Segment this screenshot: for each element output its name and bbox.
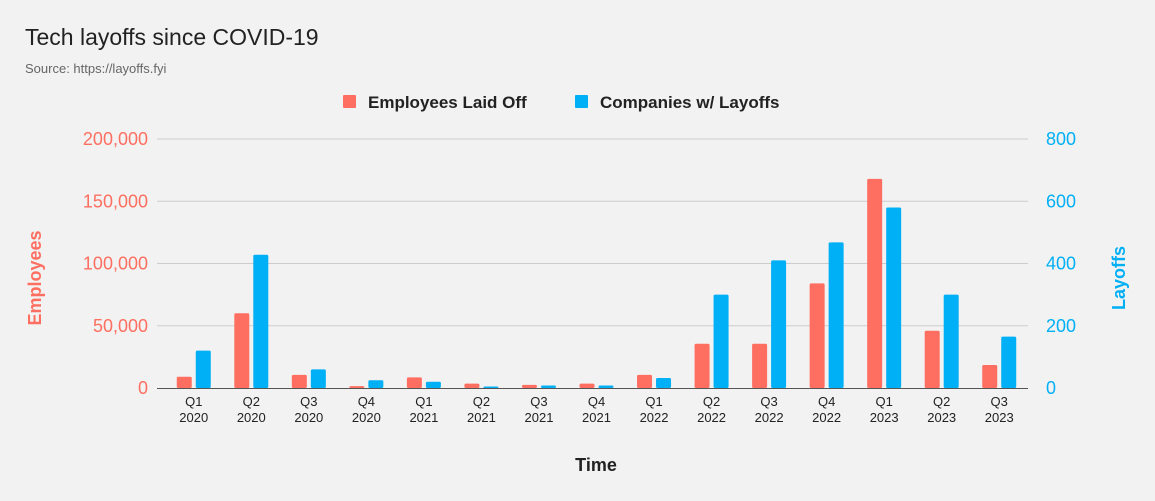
category-year-label: 2023 [927, 410, 956, 425]
category-year-label: 2022 [755, 410, 784, 425]
category-year-label: 2020 [352, 410, 381, 425]
category-year-label: 2021 [525, 410, 554, 425]
bar-companies-with-layoffs [943, 294, 959, 388]
category-quarter-label: Q3 [760, 394, 777, 409]
right-tick-label: 0 [1046, 378, 1056, 398]
chart-subtitle: Source: https://layoffs.fyi [25, 61, 167, 76]
category-quarter-label: Q3 [530, 394, 547, 409]
right-axis-title: Layoffs [1109, 246, 1129, 310]
left-axis-title: Employees [25, 230, 45, 325]
bar-companies-with-layoffs [368, 380, 384, 388]
category-quarter-label: Q2 [933, 394, 950, 409]
bar-companies-with-layoffs [598, 385, 614, 388]
right-axis-ticks: 0 200 400 600 800 [1046, 129, 1076, 398]
category-quarter-label: Q4 [588, 394, 605, 409]
legend-label-employees: Employees Laid Off [368, 93, 527, 112]
bar-employees-laid-off [176, 376, 192, 388]
category-quarter-label: Q2 [473, 394, 490, 409]
right-tick-label: 800 [1046, 129, 1076, 149]
bar-employees-laid-off [694, 343, 710, 388]
bar-employees-laid-off [637, 374, 653, 388]
bar-companies-with-layoffs [540, 385, 556, 388]
category-quarter-label: Q2 [243, 394, 260, 409]
category-year-label: 2020 [179, 410, 208, 425]
bar-employees-laid-off [982, 364, 998, 388]
category-year-label: 2023 [985, 410, 1014, 425]
category-labels: Q12020Q22020Q32020Q42020Q12021Q22021Q320… [179, 394, 1013, 425]
bar-employees-laid-off [752, 343, 768, 388]
category-year-label: 2022 [697, 410, 726, 425]
bar-companies-with-layoffs [656, 378, 672, 388]
gridlines [157, 138, 1028, 327]
bar-companies-with-layoffs [425, 381, 441, 388]
category-quarter-label: Q3 [991, 394, 1008, 409]
category-quarter-label: Q1 [415, 394, 432, 409]
right-tick-label: 400 [1046, 254, 1076, 274]
left-tick-label: 150,000 [83, 191, 148, 211]
bar-companies-with-layoffs [886, 207, 902, 388]
left-tick-label: 50,000 [93, 316, 148, 336]
bar-companies-with-layoffs [828, 242, 844, 388]
legend-swatch-employees [343, 95, 356, 108]
category-year-label: 2022 [640, 410, 669, 425]
category-quarter-label: Q1 [185, 394, 202, 409]
category-quarter-label: Q4 [818, 394, 835, 409]
bar-employees-laid-off [579, 383, 595, 388]
category-year-label: 2021 [467, 410, 496, 425]
category-year-label: 2020 [294, 410, 323, 425]
bar-companies-with-layoffs [713, 294, 729, 388]
bar-companies-with-layoffs [483, 386, 499, 388]
bar-employees-laid-off [464, 383, 480, 388]
bar-employees-laid-off [809, 283, 825, 388]
category-year-label: 2022 [812, 410, 841, 425]
right-tick-label: 200 [1046, 316, 1076, 336]
bar-employees-laid-off [406, 377, 422, 388]
category-quarter-label: Q2 [703, 394, 720, 409]
bar-employees-laid-off [521, 384, 537, 388]
left-axis-ticks: 0 50,000 100,000 150,000 200,000 [83, 129, 148, 398]
bar-employees-laid-off [291, 374, 307, 388]
bar-companies-with-layoffs [310, 369, 326, 388]
category-year-label: 2020 [237, 410, 266, 425]
bar-employees-laid-off [924, 330, 940, 388]
bar-employees-laid-off [867, 178, 883, 388]
category-quarter-label: Q1 [875, 394, 892, 409]
left-tick-label: 100,000 [83, 254, 148, 274]
category-year-label: 2021 [582, 410, 611, 425]
bar-companies-with-layoffs [1001, 336, 1017, 388]
x-axis-title: Time [575, 455, 617, 475]
category-year-label: 2021 [409, 410, 438, 425]
legend: Employees Laid Off Companies w/ Layoffs [343, 93, 779, 112]
left-tick-label: 200,000 [83, 129, 148, 149]
legend-swatch-companies [575, 95, 588, 108]
legend-label-companies: Companies w/ Layoffs [600, 93, 779, 112]
bar-companies-with-layoffs [195, 350, 211, 388]
left-tick-label: 0 [138, 378, 148, 398]
bar-employees-laid-off [234, 313, 250, 388]
category-quarter-label: Q1 [645, 394, 662, 409]
bars [176, 178, 1017, 388]
bar-employees-laid-off [349, 386, 365, 388]
chart-title: Tech layoffs since COVID-19 [25, 24, 319, 50]
bar-companies-with-layoffs [771, 260, 787, 388]
bar-companies-with-layoffs [253, 254, 269, 388]
category-year-label: 2023 [870, 410, 899, 425]
right-tick-label: 600 [1046, 191, 1076, 211]
category-quarter-label: Q3 [300, 394, 317, 409]
category-quarter-label: Q4 [358, 394, 375, 409]
